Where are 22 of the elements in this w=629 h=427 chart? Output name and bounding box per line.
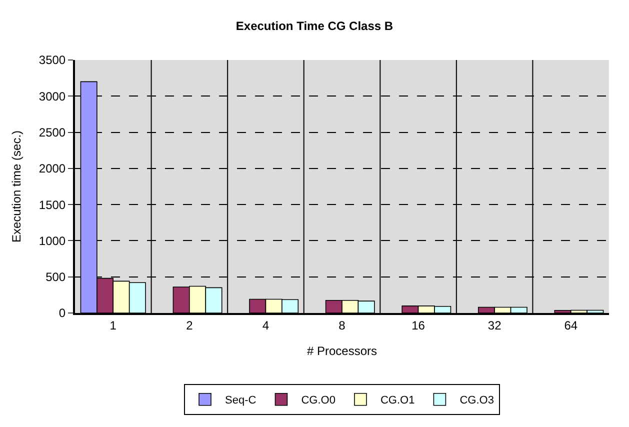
x-tick-label: 2 [186, 318, 194, 332]
y-tick-label: 0 [58, 306, 66, 320]
y-tick-label: 3500 [38, 53, 66, 68]
x-axis-title: # Processors [306, 344, 378, 358]
x-tick-label: 4 [262, 318, 270, 332]
y-tick-label: 2500 [38, 125, 66, 140]
legend-label: CG.O1 [380, 394, 415, 407]
x-tick-label: 16 [412, 318, 426, 332]
x-tick-label: 1 [110, 318, 117, 332]
y-axis-title: Execution time (sec.) [10, 130, 24, 243]
x-tick-label: 32 [488, 318, 502, 332]
y-tick-label: 1500 [38, 198, 66, 212]
y-tick-label: 500 [46, 270, 66, 284]
chart-title: Execution Time CG Class B [236, 18, 394, 33]
legend-label: Seq-C [225, 394, 256, 407]
y-tick-label: 3000 [38, 89, 66, 104]
y-tick-label: 2000 [38, 162, 66, 176]
x-tick-label: 8 [338, 318, 346, 332]
y-tick-label: 1000 [38, 234, 66, 248]
legend-label: CG.O3 [460, 394, 494, 407]
legend-label: CG.O0 [301, 394, 336, 407]
x-tick-label: 64 [564, 318, 578, 332]
